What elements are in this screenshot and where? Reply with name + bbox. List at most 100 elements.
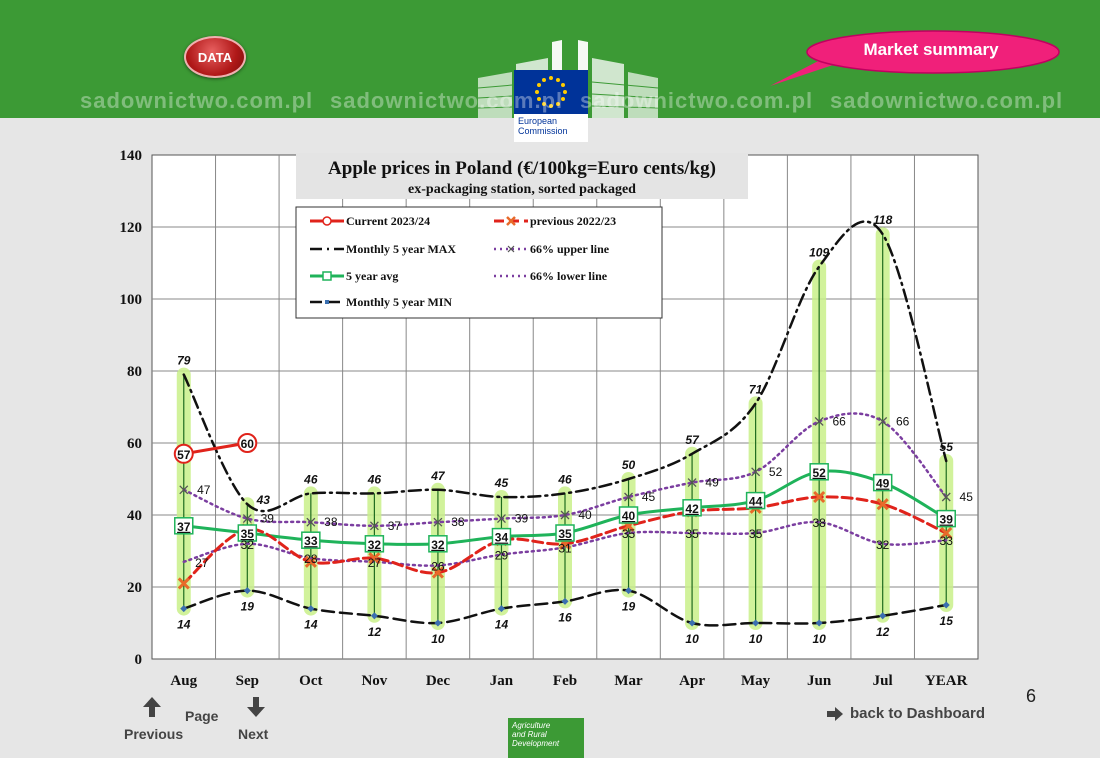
legend: Current 2023/24 previous 2022/23 Monthly 5…	[295, 206, 663, 319]
previous-page-link[interactable]: Previous	[124, 726, 184, 742]
y-tick-label: 0	[135, 652, 143, 668]
upper-label: 37	[388, 519, 402, 533]
legend-marker	[325, 300, 329, 304]
avg-label: 33	[304, 534, 318, 548]
avg-label: 52	[812, 466, 826, 480]
min-marker	[497, 605, 505, 613]
max-label: 43	[256, 493, 271, 507]
min-marker	[307, 605, 315, 613]
max-label: 47	[430, 469, 446, 483]
max-label: 79	[177, 354, 191, 368]
lower-label: 32	[876, 538, 890, 552]
min-label: 10	[749, 632, 763, 646]
upper-label: 39	[515, 512, 529, 526]
max-label: 118	[873, 213, 892, 227]
upper-marker	[624, 492, 633, 502]
max-label: 109	[809, 246, 829, 260]
next-page-link[interactable]: Next	[238, 726, 269, 742]
previous-marker	[368, 552, 381, 565]
eu-flag-icon	[514, 70, 588, 114]
data-button[interactable]: DATA	[184, 36, 246, 78]
x-tick-label: Sep	[236, 673, 259, 689]
arrow-up-icon[interactable]	[142, 696, 162, 718]
watermark: sadownictwo.com.pl	[330, 88, 564, 113]
previous-marker	[876, 498, 889, 511]
min-marker	[561, 597, 569, 605]
market-summary-bubble[interactable]	[770, 30, 1060, 86]
back-to-dashboard-link[interactable]: back to Dashboard	[826, 705, 985, 722]
avg-label: 37	[177, 520, 191, 534]
avg-label: 32	[368, 538, 382, 552]
series-line	[182, 520, 948, 567]
avg-marker	[936, 509, 956, 528]
min-label: 19	[622, 600, 636, 614]
upper-label: 38	[324, 515, 338, 529]
current-marker	[237, 433, 258, 453]
upper-label: 39	[261, 512, 275, 526]
arrow-down-icon[interactable]	[246, 696, 266, 718]
avg-label: 32	[431, 538, 445, 552]
ec-name: European Commission	[518, 116, 568, 136]
avg-marker	[301, 531, 321, 549]
avg-marker	[555, 524, 575, 542]
market-summary-label[interactable]: Market summary	[863, 40, 999, 59]
legend-marker	[507, 245, 515, 253]
back-to-dashboard-label[interactable]: back to Dashboard	[850, 705, 986, 722]
max-label: 46	[367, 472, 382, 486]
legend-marker	[322, 216, 332, 226]
lower-label: 35	[685, 527, 699, 541]
min-label: 12	[876, 625, 890, 639]
min-marker	[815, 619, 823, 627]
max-label: 45	[494, 476, 509, 490]
avg-label: 35	[241, 527, 255, 541]
min-marker	[180, 605, 188, 613]
min-marker	[688, 619, 696, 627]
title-box	[296, 153, 748, 199]
page-number: 6	[1026, 686, 1037, 706]
avg-marker	[682, 499, 702, 517]
min-marker	[625, 587, 633, 595]
series-line	[182, 220, 948, 513]
avg-marker	[491, 527, 512, 546]
max-label: 50	[622, 458, 636, 472]
ec-line2: Commission	[518, 126, 568, 136]
axes: 0 20 40 60 80 100 120 140 Aug Sep Oct Nov Dec Jan Feb M…	[120, 148, 968, 689]
previous-marker	[940, 526, 953, 540]
lower-label: 28	[304, 552, 318, 566]
min-label: 10	[812, 632, 826, 646]
max-label: 57	[685, 433, 700, 447]
y-tick-label: 80	[127, 364, 142, 380]
legend-label: previous 2022/23	[530, 214, 616, 228]
upper-marker	[242, 514, 252, 524]
series-markers	[173, 416, 956, 627]
agri-line3: Development	[512, 739, 560, 748]
avg-marker	[745, 491, 766, 510]
upper-marker	[497, 514, 506, 524]
upper-marker	[560, 510, 570, 520]
lower-label: 29	[495, 549, 509, 563]
min-label: 14	[304, 618, 318, 632]
avg-label: 42	[685, 502, 699, 516]
lower-label: 33	[940, 534, 954, 548]
upper-label: 66	[896, 414, 910, 428]
min-label: 16	[558, 610, 572, 624]
lower-label: 35	[749, 527, 763, 541]
legend-label: Current 2023/24	[346, 214, 430, 228]
min-label: 14	[177, 618, 191, 632]
upper-label: 66	[832, 414, 846, 428]
y-tick-label: 100	[120, 292, 143, 308]
avg-marker	[364, 535, 385, 553]
max-label: 71	[749, 382, 763, 396]
agri-line1: Agriculture	[512, 721, 551, 730]
upper-label: 52	[769, 465, 783, 479]
avg-label: 34	[495, 531, 509, 545]
avg-label: 35	[558, 527, 572, 541]
min-label: 19	[241, 600, 255, 614]
current-label: 57	[177, 448, 191, 462]
european-commission-logo: European Commission	[514, 70, 588, 142]
upper-marker	[941, 492, 951, 502]
arrow-right-icon	[827, 706, 843, 721]
x-tick-label: Jan	[490, 673, 514, 689]
page-label: Page	[185, 708, 219, 724]
min-marker	[434, 619, 442, 627]
